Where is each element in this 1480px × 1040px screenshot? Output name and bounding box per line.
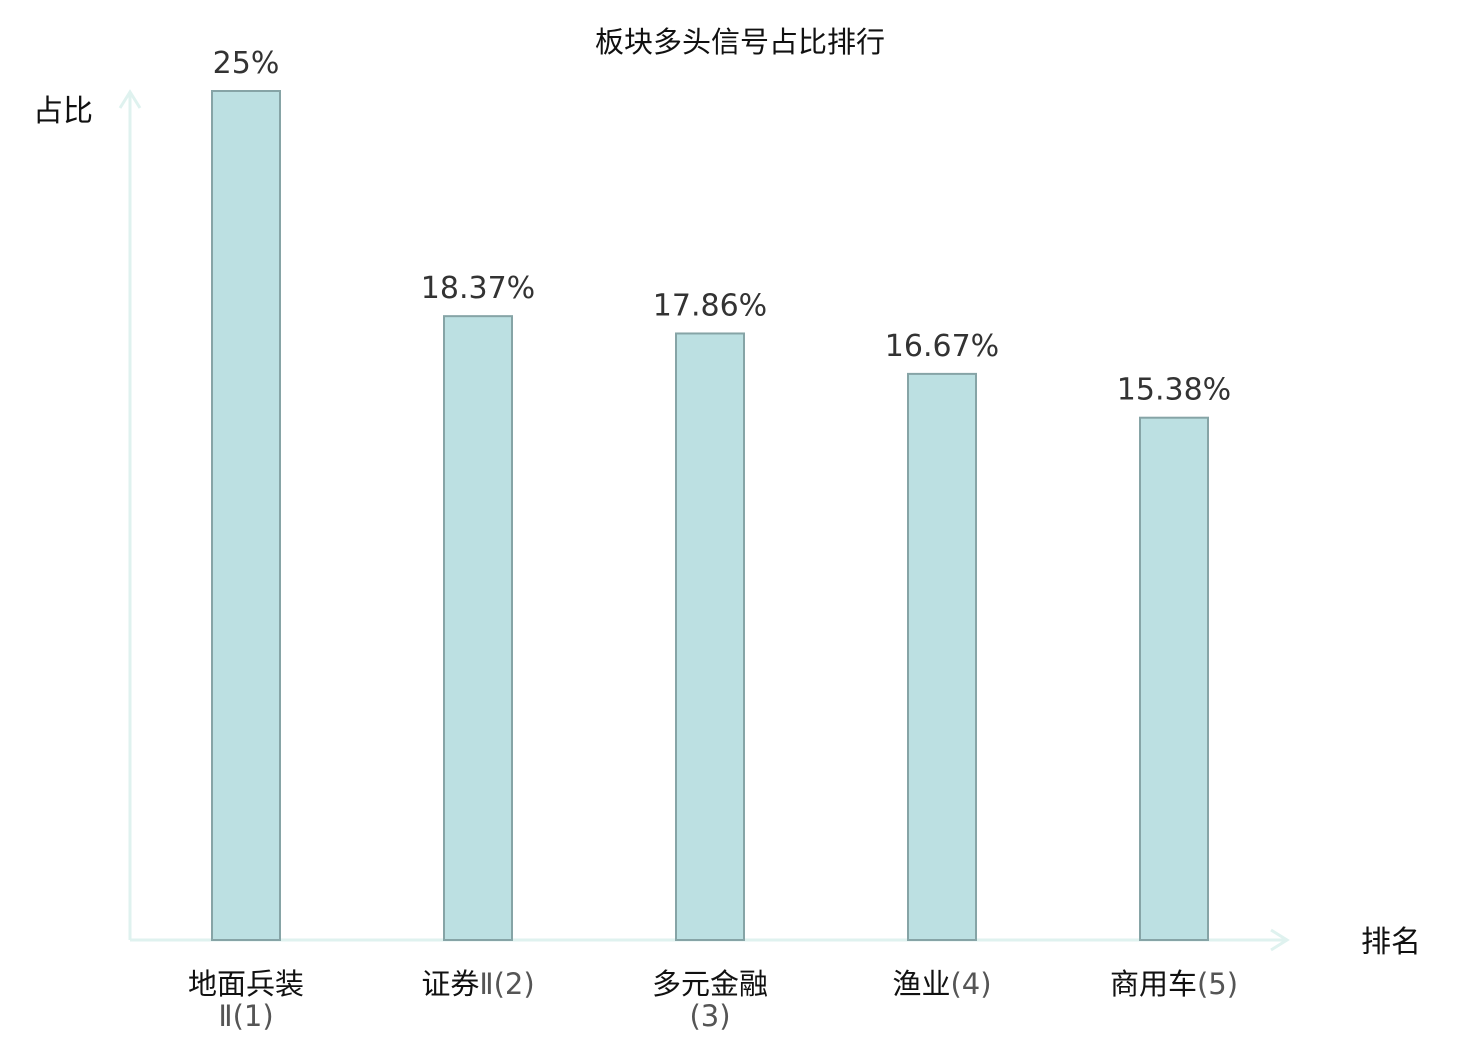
category-label-rank: Ⅱ(2) bbox=[479, 967, 534, 1001]
category-labels-group: 地面兵装 Ⅱ(1) 证券Ⅱ(2) 多元金融(3) 渔业(4) 商用车(5) bbox=[188, 967, 1238, 1033]
category-label-main: 多元金融 bbox=[652, 967, 768, 1001]
x-axis-arrow-icon bbox=[1270, 928, 1290, 952]
category-label-rank: Ⅱ(1) bbox=[218, 999, 273, 1033]
bar bbox=[907, 372, 977, 942]
data-label: 18.37% bbox=[421, 271, 535, 306]
category-label-rank: (5) bbox=[1197, 967, 1238, 1001]
data-labels-group: 25% 18.37% 17.86% 16.67% 15.38% bbox=[213, 46, 1232, 408]
category-label-main: 渔业 bbox=[892, 967, 950, 1001]
y-axis-label: 占比 bbox=[33, 94, 93, 129]
category-label-rank: (4) bbox=[950, 967, 991, 1001]
x-axis-label: 排名 bbox=[1361, 925, 1421, 960]
data-label: 17.86% bbox=[653, 288, 767, 323]
bar bbox=[211, 90, 281, 941]
category-label: 渔业(4) bbox=[892, 967, 991, 1001]
bar bbox=[443, 315, 513, 941]
bar bbox=[675, 332, 745, 941]
bar bbox=[1139, 416, 1209, 941]
data-label: 25% bbox=[213, 46, 280, 81]
category-label: 商用车(5) bbox=[1110, 967, 1238, 1001]
category-label-main: 证券 bbox=[421, 967, 479, 1001]
category-label-main: 地面兵装 bbox=[188, 967, 304, 1001]
bars-group bbox=[211, 90, 1209, 942]
category-label: 证券Ⅱ(2) bbox=[421, 967, 534, 1001]
data-label: 15.38% bbox=[1117, 373, 1231, 408]
category-label: 多元金融(3) bbox=[652, 967, 768, 1033]
category-label: 地面兵装 Ⅱ(1) bbox=[188, 967, 304, 1033]
data-label: 16.67% bbox=[885, 329, 999, 364]
category-label-rank: (3) bbox=[689, 999, 730, 1033]
category-label-main: 商用车 bbox=[1110, 967, 1197, 1001]
y-axis-arrow-icon bbox=[118, 89, 142, 109]
chart-title: 板块多头信号占比排行 bbox=[595, 25, 885, 59]
